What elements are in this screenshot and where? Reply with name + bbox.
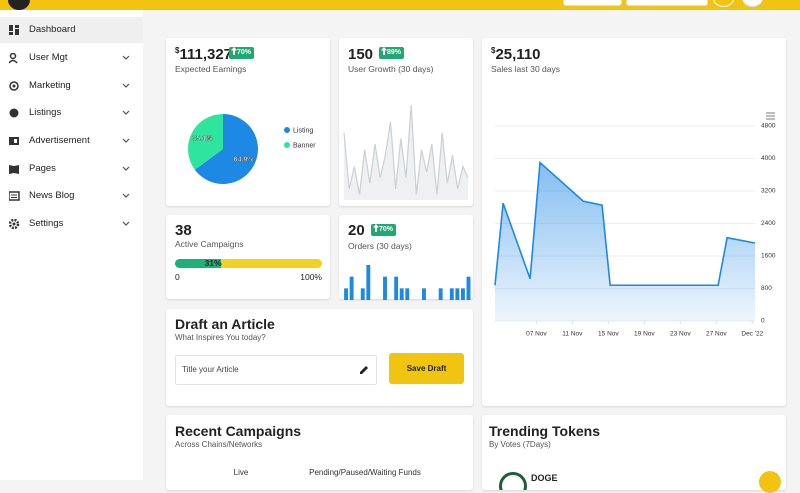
currency: $ [491,46,496,55]
card-label: Sales last 30 days [491,64,560,74]
card-label: User Growth (30 days) [348,64,434,74]
progress-max: 100% [300,272,322,282]
currency: $ [175,46,180,55]
progress-track [175,259,322,268]
progress-fill [175,259,221,268]
fab-button[interactable] [759,471,781,493]
sales-amount: $25,110 [491,46,541,63]
placeholder: Title your Article [182,365,239,374]
top-bar [0,0,800,10]
sidebar: Dashboard User Mgt Marketing Listings Ad… [0,10,143,480]
nav-icon [9,137,19,145]
chevron [122,193,130,198]
nav-label: Listings [29,107,62,118]
earnings-amount: $111,327 [175,46,232,63]
sales-card: $25,110 Sales last 30 days [482,38,786,406]
card-title: Draft an Article [175,316,275,332]
save-draft-button[interactable]: Save Draft [389,353,464,384]
nav-item[interactable]: User Mgt [0,45,143,71]
card-label: Expected Earnings [175,64,247,74]
amount: 111,327 [179,46,233,63]
chevron [122,166,130,171]
nav-label: Marketing [29,80,71,91]
arrow-up [381,47,387,55]
nav-item[interactable]: News Blog [0,183,143,209]
nav-item[interactable]: Dashboard [0,17,143,43]
card-title: Recent Campaigns [175,423,302,439]
nav-item[interactable]: Marketing [0,73,143,99]
nav-icon [9,25,19,35]
amount: 150 [348,46,374,63]
change-badge: 70% [229,47,255,59]
amount: 20 [348,222,365,239]
nav-icon [9,81,19,91]
column-header: Live [233,468,249,477]
nav-item[interactable]: Settings [0,211,143,237]
progress-min: 0 [175,272,180,282]
user-growth-card: 150 89% User Growth (30 days) [339,38,473,206]
card-label: Active Campaigns [175,239,244,249]
nav-item[interactable]: Advertisement [0,128,143,154]
card-label: Orders (30 days) [348,241,412,251]
pencil-icon [360,366,368,374]
article-input[interactable]: Title your Article [175,355,377,385]
trending-tokens-card: Trending Tokens By Votes (7Days) DOGE [482,415,786,490]
chevron [122,138,130,143]
change: 70% [237,49,252,56]
chevron [122,83,130,88]
nav-icon [9,191,20,201]
token-name[interactable]: DOGE [531,473,558,483]
nav-item[interactable]: Listings [0,100,143,126]
nav-icon [9,53,18,64]
top-button[interactable] [626,0,708,6]
column-header: Pending/Paused/Waiting Funds [309,468,421,477]
nav-icon [9,108,19,118]
nav-label: Pages [29,163,56,174]
nav-icon [9,165,19,174]
amount: 25,110 [495,46,541,63]
draft-card: Draft an Article What Inspires You today… [166,309,473,406]
change: 89% [387,49,402,56]
chevron [122,221,130,226]
card-subtitle: Across Chains/Networks [175,440,263,449]
nav-label: Settings [29,218,64,229]
nav-item[interactable]: Pages [0,156,143,182]
card-subtitle: What Inspires You today? [175,333,266,342]
nav-label: News Blog [29,190,75,201]
nav-label: Advertisement [29,135,90,146]
card-title: Trending Tokens [489,423,600,439]
nav-label: Dashboard [29,24,76,35]
chevron [122,55,130,60]
nav-label: User Mgt [29,52,68,63]
nav-icon [9,219,20,230]
change-badge: 89% [379,47,405,59]
change-badge: 70% [371,224,397,236]
card-subtitle: By Votes (7Days) [489,440,551,449]
chevron [122,110,130,115]
progress-label: 31% [204,258,222,268]
top-button[interactable] [563,0,622,6]
earnings-card: $111,327 70% Expected Earnings [166,38,330,206]
change: 70% [379,226,394,233]
amount: 38 [175,222,192,239]
orders-card: 20 70% Orders (30 days) [339,215,473,299]
arrow-up [231,47,237,55]
token-logo [499,472,527,490]
arrow-up [373,224,379,232]
recent-campaigns-card: Recent Campaigns Across Chains/Networks … [166,415,473,490]
chart-menu[interactable] [766,112,776,120]
campaigns-card: 38 Active Campaigns 31% 0 100% [166,215,330,299]
